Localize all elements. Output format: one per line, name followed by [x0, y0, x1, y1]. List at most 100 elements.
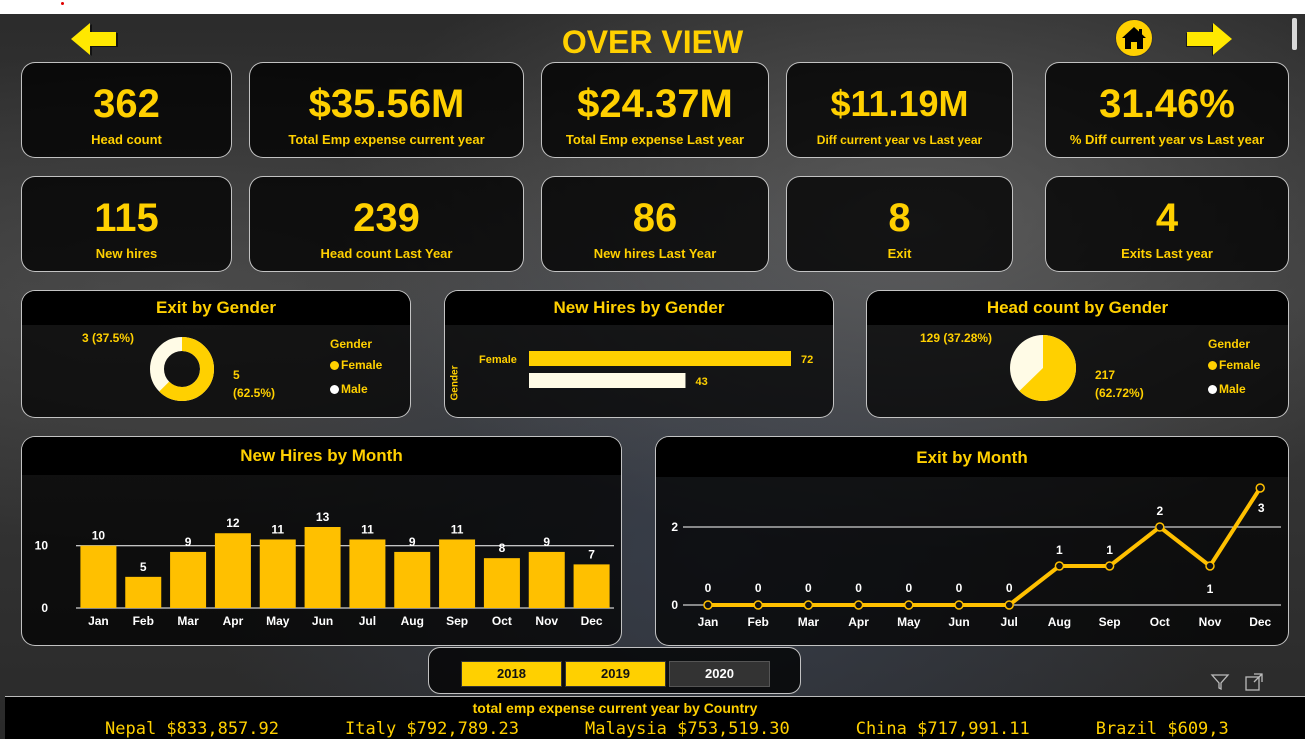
kpi-label: Total Emp expense Last year — [565, 132, 745, 147]
page-title: OVER VIEW — [561, 24, 744, 60]
bar-data-label: 9 — [185, 535, 192, 549]
indicator-dot — [61, 2, 64, 5]
legend-dot-male — [1208, 384, 1217, 394]
new-hires-by-gender-panel[interactable]: New Hires by Gender Gender Female 72 43 — [444, 290, 834, 418]
kpi-value: 31.46% — [1099, 82, 1235, 126]
new-hires-month-chart[interactable]: 0 10 10 Jan 5 Feb 9 Mar 12 Apr 11 May 13 Jun 11 Jul 9 Aug… — [22, 475, 621, 645]
x-tick-label: Sep — [1099, 615, 1121, 629]
point-sep[interactable] — [1104, 561, 1115, 571]
point-jun[interactable] — [954, 600, 964, 610]
legend-female[interactable]: Female — [1208, 358, 1260, 372]
kpi-value: 115 — [94, 196, 159, 240]
year-button-2018[interactable]: 2018 — [461, 661, 562, 687]
bar-nov[interactable] — [528, 551, 565, 608]
exit-gender-donut[interactable] — [148, 335, 216, 403]
year-button-2019[interactable]: 2019 — [565, 661, 666, 687]
headcount-by-gender-panel[interactable]: Head count by Gender 129 (37.28%) 217 (6… — [866, 290, 1289, 418]
panel-title: New Hires by Gender — [445, 291, 833, 325]
ticker-item: Malaysia $753,519.30 — [585, 719, 790, 739]
point-feb[interactable] — [753, 600, 763, 610]
legend-dot-female — [1208, 360, 1217, 370]
bar-male[interactable] — [529, 373, 686, 388]
bar-data-label: 9 — [543, 535, 550, 549]
point-aug[interactable] — [1054, 561, 1065, 571]
point-jan[interactable] — [703, 600, 713, 610]
exit-month-chart[interactable]: 0 2 0 Jan 0 Feb 0 Mar 0 Apr 0 May 0 Jun 0 Jul 1 Aug 1 Sep 2 O… — [656, 477, 1288, 645]
point-mar[interactable] — [803, 600, 814, 610]
point-data-label: 1 — [1056, 543, 1063, 557]
headcount-gender-pie[interactable] — [1008, 333, 1078, 403]
new-hires-by-month-panel[interactable]: New Hires by Month 0 10 10 Jan 5 Feb 9 Mar 12 Apr… — [21, 436, 622, 646]
kpi-card-expense-current: $35.56M Total Emp expense current year — [249, 62, 524, 158]
year-button-2020[interactable]: 2020 — [669, 661, 770, 687]
bar-dec[interactable] — [573, 564, 610, 608]
pie-slice-female[interactable] — [1019, 335, 1076, 401]
x-tick-label: Jul — [1001, 615, 1018, 629]
legend-female[interactable]: Female — [330, 358, 382, 372]
ticker-item: Italy $792,789.23 — [345, 719, 519, 739]
x-tick-label: Oct — [492, 614, 512, 628]
point-dec[interactable] — [1255, 483, 1265, 493]
y-tick-label: 0 — [671, 598, 678, 612]
bar-mar[interactable] — [170, 551, 207, 608]
x-tick-label: Dec — [581, 614, 603, 628]
point-data-label: 0 — [755, 581, 762, 595]
home-button[interactable] — [1115, 19, 1153, 57]
bar-jan[interactable] — [80, 545, 117, 608]
point-data-label: 0 — [805, 581, 812, 595]
bar-data-label: 7 — [588, 547, 595, 561]
x-tick-label: Sep — [446, 614, 468, 628]
point-jul[interactable] — [1004, 600, 1014, 610]
bar-jul[interactable] — [349, 539, 386, 608]
legend-text: Female — [1219, 358, 1261, 372]
bar-oct[interactable] — [483, 558, 520, 608]
bar-aug[interactable] — [394, 551, 431, 608]
year-slicer[interactable]: 2018 2019 2020 — [428, 647, 801, 694]
bar-data-label: 10 — [92, 529, 106, 543]
exit-series-line — [708, 486, 1262, 607]
legend-male[interactable]: Male — [1208, 382, 1246, 396]
donut-slice-female[interactable] — [150, 337, 214, 401]
female-data-label-pct: (62.72%) — [1095, 386, 1144, 400]
bar-data-label: 12 — [226, 516, 240, 530]
male-data-label: 3 (37.5%) — [82, 331, 135, 345]
kpi-label: New hires — [95, 246, 158, 261]
point-oct[interactable] — [1155, 522, 1165, 532]
x-tick-label: Jun — [312, 614, 333, 628]
point-nov[interactable] — [1205, 561, 1215, 571]
back-arrow-icon[interactable] — [70, 22, 118, 56]
kpi-label: Head count Last Year — [320, 246, 453, 261]
legend-male[interactable]: Male — [330, 382, 368, 396]
scrollbar[interactable] — [1292, 18, 1297, 50]
bar-jun[interactable] — [304, 527, 341, 608]
male-data-label: 129 (37.28%) — [920, 331, 993, 345]
x-tick-label: Jan — [88, 614, 109, 628]
kpi-card-diff-pct: 31.46% % Diff current year vs Last year — [1045, 62, 1289, 158]
exit-by-month-panel[interactable]: Exit by Month 0 2 0 Jan 0 Feb 0 Mar 0 Apr 0 May 0 Jun… — [655, 436, 1289, 646]
bar-may[interactable] — [259, 539, 296, 608]
ticker-row: Nepal $833,857.92 Italy $792,789.23 Malays… — [105, 719, 1295, 739]
point-data-label: 3 — [1258, 501, 1265, 515]
x-tick-label: Nov — [1199, 615, 1222, 629]
kpi-card-diff: $11.19M Diff current year vs Last year — [786, 62, 1013, 158]
x-tick-label: Oct — [1150, 615, 1170, 629]
bar-sep[interactable] — [439, 539, 476, 608]
x-tick-label: Mar — [177, 614, 199, 628]
legend-dot-male — [330, 384, 339, 394]
panel-title: New Hires by Month — [22, 437, 621, 475]
forward-arrow-icon[interactable] — [1185, 22, 1233, 56]
point-apr[interactable] — [853, 600, 864, 610]
bar-feb[interactable] — [125, 576, 162, 608]
y-tick-label: 2 — [671, 520, 678, 534]
point-may[interactable] — [904, 600, 914, 610]
legend-text: Female — [341, 358, 383, 372]
bar-female[interactable] — [529, 351, 791, 366]
focus-mode-icon[interactable] — [1244, 672, 1264, 692]
exit-by-gender-panel[interactable]: Exit by Gender 3 (37.5%) 5 (62.5%) Gende… — [21, 290, 411, 418]
filter-icon[interactable] — [1210, 672, 1230, 692]
ticker-item: China $717,991.11 — [855, 719, 1030, 739]
female-data-label-value: 217 — [1095, 368, 1116, 382]
legend-title: Gender — [1208, 337, 1251, 351]
bar-apr[interactable] — [214, 533, 251, 608]
new-hires-gender-bars[interactable]: 72 43 — [529, 347, 829, 393]
